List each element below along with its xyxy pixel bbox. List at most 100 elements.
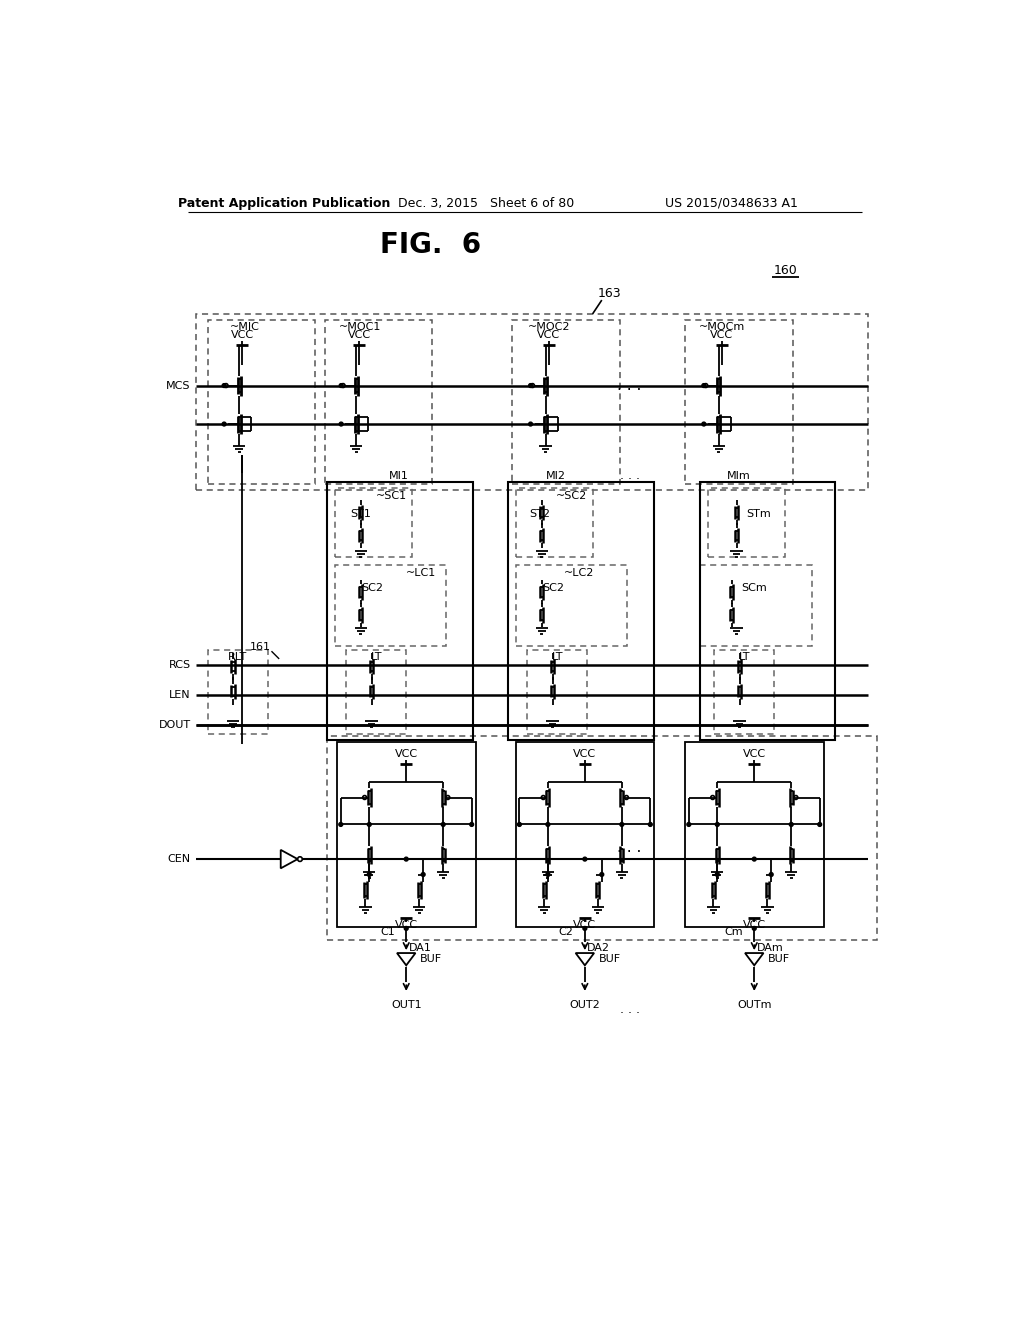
Text: OUT2: OUT2 bbox=[569, 1001, 600, 1010]
Text: 160: 160 bbox=[773, 264, 798, 277]
Bar bbox=[515, 488, 593, 557]
Bar bbox=[335, 565, 446, 645]
Bar bbox=[327, 737, 878, 940]
Text: ~LC2: ~LC2 bbox=[564, 568, 595, 578]
Circle shape bbox=[818, 822, 821, 826]
Circle shape bbox=[687, 822, 691, 826]
Bar bbox=[685, 742, 823, 927]
Bar bbox=[325, 321, 432, 484]
Bar bbox=[512, 321, 620, 484]
Bar bbox=[335, 488, 412, 557]
Text: BUF: BUF bbox=[420, 954, 442, 964]
Text: DOUT: DOUT bbox=[159, 721, 190, 730]
Text: CEN: CEN bbox=[168, 854, 190, 865]
Bar bbox=[208, 649, 267, 734]
Text: DAm: DAm bbox=[757, 942, 783, 953]
Bar bbox=[527, 649, 587, 734]
Bar bbox=[515, 565, 628, 645]
Circle shape bbox=[368, 873, 371, 876]
Text: VCC: VCC bbox=[394, 750, 418, 759]
Text: SC2: SC2 bbox=[361, 583, 384, 593]
Text: VCC: VCC bbox=[538, 330, 560, 341]
Text: ~SC1: ~SC1 bbox=[376, 491, 407, 500]
Text: STm: STm bbox=[746, 510, 771, 519]
Text: 161: 161 bbox=[250, 643, 270, 652]
Bar bbox=[337, 742, 475, 927]
Text: C1: C1 bbox=[380, 927, 394, 937]
Bar bbox=[708, 488, 785, 557]
Circle shape bbox=[546, 873, 550, 876]
Bar bbox=[515, 742, 654, 927]
Text: SCm: SCm bbox=[741, 583, 767, 593]
Bar bbox=[346, 649, 407, 734]
Text: FIG.  6: FIG. 6 bbox=[380, 231, 481, 259]
Circle shape bbox=[404, 857, 409, 861]
Bar bbox=[714, 649, 774, 734]
Text: MIm: MIm bbox=[727, 471, 751, 480]
Text: SC2: SC2 bbox=[543, 583, 564, 593]
Circle shape bbox=[701, 384, 706, 388]
Text: ~MOC2: ~MOC2 bbox=[527, 322, 570, 333]
Circle shape bbox=[528, 384, 532, 388]
Circle shape bbox=[583, 927, 587, 931]
Text: ~MOCm: ~MOCm bbox=[698, 322, 745, 333]
Text: C2: C2 bbox=[558, 927, 573, 937]
Text: . . .: . . . bbox=[617, 840, 642, 855]
Text: VCC: VCC bbox=[230, 330, 254, 341]
Text: ~SC2: ~SC2 bbox=[556, 491, 588, 500]
Circle shape bbox=[769, 873, 773, 876]
Circle shape bbox=[790, 822, 794, 826]
Circle shape bbox=[470, 822, 473, 826]
Circle shape bbox=[339, 422, 343, 426]
Text: LT: LT bbox=[738, 652, 750, 663]
Circle shape bbox=[368, 822, 371, 826]
Bar bbox=[700, 565, 812, 645]
Text: MI1: MI1 bbox=[388, 471, 409, 480]
Text: OUT1: OUT1 bbox=[391, 1001, 422, 1010]
Circle shape bbox=[753, 927, 756, 931]
Circle shape bbox=[421, 873, 425, 876]
Text: VCC: VCC bbox=[573, 750, 596, 759]
Text: Dec. 3, 2015   Sheet 6 of 80: Dec. 3, 2015 Sheet 6 of 80 bbox=[398, 197, 574, 210]
Text: LT: LT bbox=[371, 652, 382, 663]
Text: . . .: . . . bbox=[620, 469, 640, 482]
Circle shape bbox=[753, 857, 756, 861]
Circle shape bbox=[701, 422, 706, 426]
Text: ST1: ST1 bbox=[350, 510, 371, 519]
Circle shape bbox=[600, 873, 604, 876]
Text: US 2015/0348633 A1: US 2015/0348633 A1 bbox=[665, 197, 798, 210]
Text: RLT: RLT bbox=[228, 652, 247, 663]
Circle shape bbox=[222, 384, 226, 388]
Text: DA2: DA2 bbox=[587, 942, 610, 953]
Bar bbox=[508, 482, 654, 739]
Circle shape bbox=[583, 857, 587, 861]
Text: VCC: VCC bbox=[742, 750, 766, 759]
Text: LEN: LEN bbox=[169, 690, 190, 700]
Bar bbox=[208, 321, 315, 484]
Text: Cm: Cm bbox=[724, 927, 742, 937]
Text: BUF: BUF bbox=[768, 954, 791, 964]
Circle shape bbox=[716, 822, 719, 826]
Text: ~MIC: ~MIC bbox=[229, 322, 259, 333]
Text: . . .: . . . bbox=[617, 378, 642, 393]
Circle shape bbox=[441, 822, 445, 826]
Bar bbox=[327, 482, 473, 739]
Circle shape bbox=[648, 822, 652, 826]
Text: . . .: . . . bbox=[620, 1003, 640, 1016]
Text: BUF: BUF bbox=[599, 954, 621, 964]
Text: MI2: MI2 bbox=[547, 471, 566, 480]
Circle shape bbox=[339, 822, 343, 826]
Text: Patent Application Publication: Patent Application Publication bbox=[178, 197, 391, 210]
Circle shape bbox=[546, 822, 550, 826]
Text: MCS: MCS bbox=[166, 380, 190, 391]
Circle shape bbox=[517, 822, 521, 826]
Text: 163: 163 bbox=[598, 286, 622, 300]
Text: LT: LT bbox=[551, 652, 563, 663]
Circle shape bbox=[404, 927, 409, 931]
Text: VCC: VCC bbox=[394, 920, 418, 929]
Text: VCC: VCC bbox=[742, 920, 766, 929]
Circle shape bbox=[222, 422, 226, 426]
Text: RCS: RCS bbox=[169, 660, 190, 671]
Circle shape bbox=[339, 384, 343, 388]
Circle shape bbox=[528, 422, 532, 426]
